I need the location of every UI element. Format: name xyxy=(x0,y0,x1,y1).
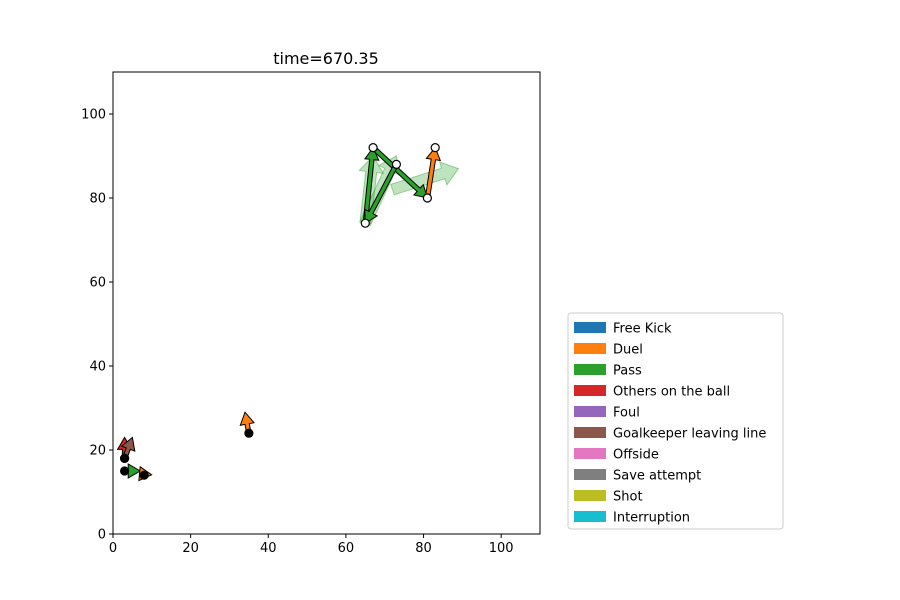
legend-label: Pass xyxy=(613,364,642,379)
y-tick-label: 20 xyxy=(89,444,106,459)
event-start-marker xyxy=(119,466,130,476)
x-tick-label: 60 xyxy=(338,541,355,556)
legend-swatch xyxy=(574,385,606,396)
legend-box xyxy=(567,312,784,530)
legend-swatch xyxy=(574,322,606,333)
legend-label: Duel xyxy=(613,343,643,358)
legend-label: Free Kick xyxy=(613,322,672,337)
event-start-marker xyxy=(391,159,401,169)
legend-label: Shot xyxy=(613,490,643,505)
x-tick-label: 100 xyxy=(489,541,514,556)
chart-title: time=670.35 xyxy=(273,49,379,68)
event-end-marker xyxy=(430,143,440,153)
x-tick-label: 40 xyxy=(260,541,277,556)
event-arrow-duel xyxy=(424,146,442,199)
legend-swatch xyxy=(574,364,606,375)
event-start-marker xyxy=(139,470,149,480)
event-start-marker xyxy=(360,218,370,228)
legend: Free Kick Duel Pass Others on the ball Foul G… xyxy=(567,312,784,530)
event-arrow-pass xyxy=(364,162,399,225)
legend-swatch xyxy=(574,448,606,459)
event-arrow-pass xyxy=(390,161,460,196)
events-layer xyxy=(116,143,460,482)
legend-swatch xyxy=(574,469,606,480)
legend-swatch xyxy=(574,511,606,522)
x-tick-label: 20 xyxy=(182,541,199,556)
y-tick-label: 40 xyxy=(89,360,106,375)
legend-swatch xyxy=(574,427,606,438)
event-arrow-pass xyxy=(362,146,380,224)
legend-label: Goalkeeper leaving line xyxy=(613,427,766,442)
y-tick-label: 100 xyxy=(81,108,106,123)
y-tick-label: 80 xyxy=(89,192,106,207)
x-tick-label: 80 xyxy=(415,541,432,556)
legend-label: Foul xyxy=(613,406,640,421)
event-start-marker xyxy=(422,193,432,203)
event-arrow-pass xyxy=(370,145,429,199)
legend-swatch xyxy=(574,490,606,501)
legend-swatch xyxy=(574,406,606,417)
legend-label: Save attempt xyxy=(613,469,701,484)
x-tick-label: 0 xyxy=(109,541,117,556)
legend-label: Offside xyxy=(613,448,659,463)
y-tick-label: 0 xyxy=(98,528,106,543)
event-start-marker xyxy=(244,428,254,438)
legend-swatch xyxy=(574,343,606,354)
plot-frame xyxy=(112,71,541,535)
legend-label: Interruption xyxy=(613,511,690,526)
y-tick-label: 60 xyxy=(89,276,106,291)
event-start-marker xyxy=(368,143,378,153)
axes: 0 20 40 60 80 100 0 20 40 60 80 100 xyxy=(81,108,513,557)
event-start-marker xyxy=(119,453,130,463)
legend-label: Others on the ball xyxy=(613,385,730,400)
